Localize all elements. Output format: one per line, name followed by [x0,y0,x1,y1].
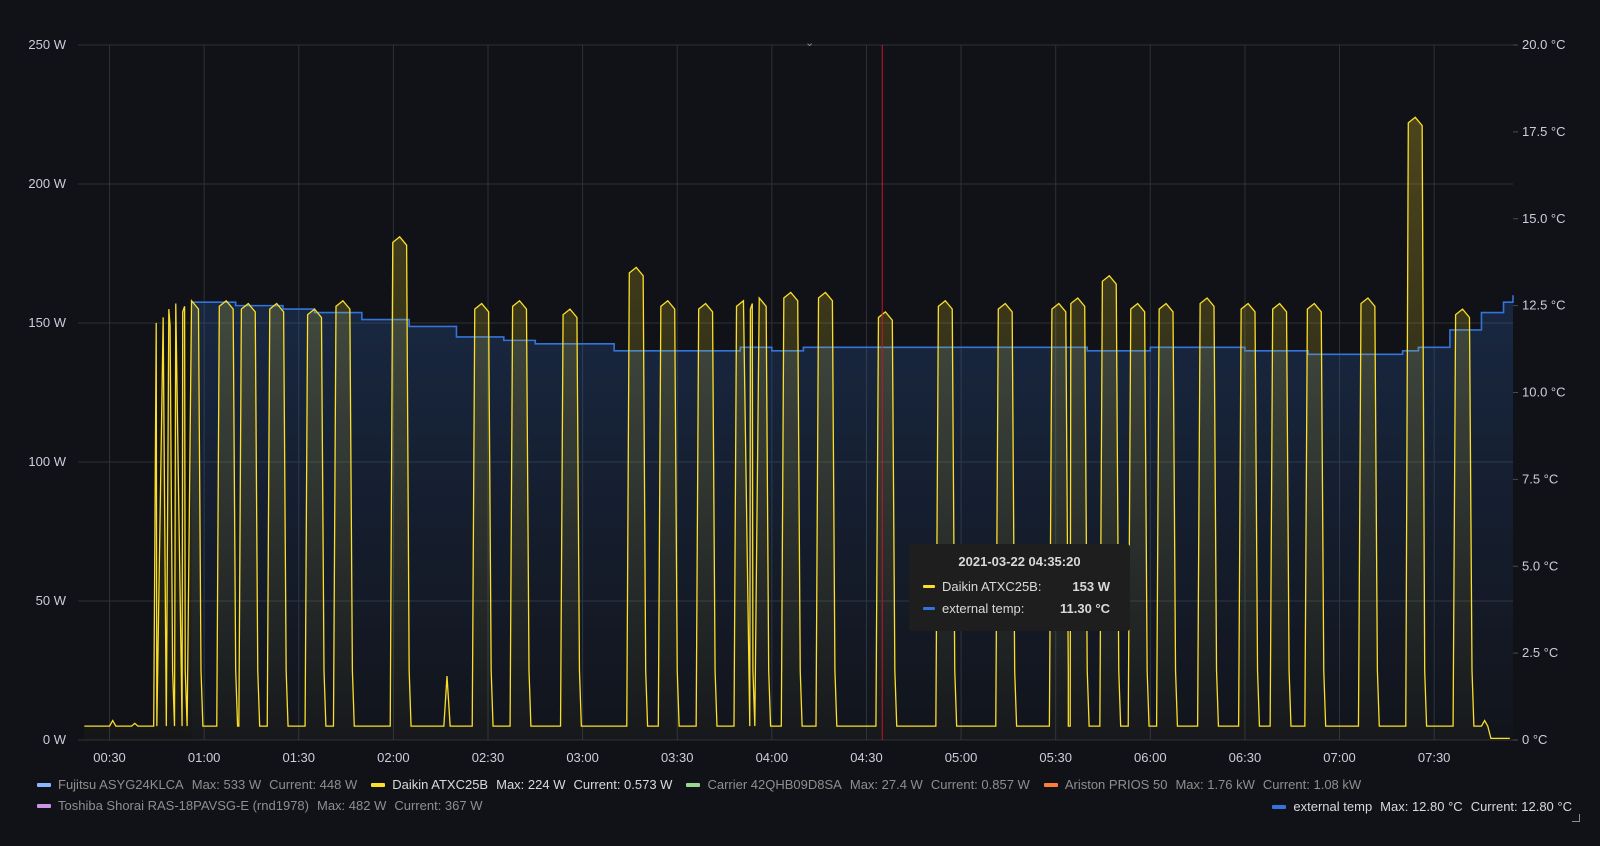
y-left-tick-label: 100 W [28,454,66,469]
tooltip-row: external temp: 11.30 °C [923,600,1120,616]
tooltip-label: external temp: [942,600,1025,616]
tooltip-value: 11.30 °C [1059,600,1110,616]
tooltip-row: Daikin ATXC25B: 153 W [923,578,1120,594]
legend-max: Max: 27.4 W [849,777,923,792]
legend-current: Current: 12.80 °C [1470,799,1572,814]
chevron-down-icon[interactable]: ⌄ [805,37,815,49]
x-tick-label: 05:30 [1039,750,1072,765]
tooltip-time: 2021-03-22 04:35:20 [958,554,1081,569]
x-tick-label: 06:30 [1229,750,1262,765]
legend-current: Current: 448 W [269,777,358,792]
legend-series-name: Carrier 42QHB09D8SA [707,777,842,792]
legend-max: Max: 224 W [496,777,566,792]
plot-series [84,116,1514,740]
legend-current: Current: 367 W [394,798,483,813]
tooltip-swatch-daikin [923,584,935,588]
x-tick-label: 04:00 [756,750,789,765]
y-right-tick-label: 5.0 °C [1522,558,1558,573]
y-right-tick-label: 10.0 °C [1522,385,1566,400]
legend-max: Max: 482 W [316,798,387,813]
y-axis-right: 0 °C 2.5 °C 5.0 °C 7.5 °C 10.0 °C 12.5 °C 15.0… [1513,37,1566,747]
legend-swatch [1272,804,1287,809]
y-left-tick-label: 50 W [36,593,67,608]
x-tick-label: 01:00 [188,750,221,765]
legend-swatch [37,803,51,808]
legend-current: Current: 0.573 W [573,777,673,792]
legend-item-daikin[interactable]: Daikin ATXC25B Max: 224 W Current: 0.573… [371,777,672,792]
x-tick-label: 02:30 [472,750,505,765]
daikin-area [84,117,1510,740]
x-axis: 00:30 01:00 01:30 02:00 02:30 03:00 03:30 04:00… [93,750,1450,765]
x-tick-label: 04:30 [850,750,883,765]
y-left-tick-label: 200 W [28,176,66,191]
legend-series-name: Toshiba Shorai RAS-18PAVSG-E (rnd1978) [58,798,309,813]
legend-series-name: Fujitsu ASYG24KLCA [58,777,184,792]
legend-swatch [686,782,701,787]
y-right-tick-label: 7.5 °C [1522,471,1558,486]
tooltip: 2021-03-22 04:35:20 Daikin ATXC25B: 153 … [909,544,1130,631]
x-tick-label: 05:00 [945,750,978,765]
legend-max: Max: 12.80 °C [1380,799,1463,814]
y-left-tick-label: 250 W [28,37,66,52]
legend-row-1: Fujitsu ASYG24KLCA Max: 533 W Current: 4… [37,777,1375,792]
tooltip-value: 153 W [1072,578,1110,594]
y-right-tick-label: 12.5 °C [1522,298,1566,313]
legend-item-fujitsu[interactable]: Fujitsu ASYG24KLCA Max: 533 W Current: 4… [37,777,357,792]
legend-series-name: external temp [1293,799,1373,814]
x-tick-label: 02:00 [377,750,410,765]
legend-max: Max: 533 W [191,777,262,792]
x-tick-label: 06:00 [1134,750,1167,765]
legend-right: external temp Max: 12.80 °C Current: 12.… [1272,799,1572,814]
legend-item-ariston[interactable]: Ariston PRIOS 50 Max: 1.76 kW Current: 1… [1043,777,1362,792]
legend-swatch [371,782,386,787]
y-left-tick-label: 0 W [43,732,67,747]
legend-item-toshiba[interactable]: Toshiba Shorai RAS-18PAVSG-E (rnd1978) M… [37,798,483,813]
legend-max: Max: 1.76 kW [1175,777,1255,792]
legend-row-2: Toshiba Shorai RAS-18PAVSG-E (rnd1978) M… [37,798,497,813]
y-right-tick-label: 15.0 °C [1522,211,1566,226]
legend-swatch [1043,782,1058,787]
y-left-tick-label: 150 W [28,315,66,330]
x-tick-label: 03:00 [566,750,599,765]
x-tick-label: 01:30 [282,750,315,765]
y-right-tick-label: 17.5 °C [1522,124,1566,139]
y-right-tick-label: 0 °C [1522,732,1547,747]
legend-current: Current: 0.857 W [930,777,1030,792]
y-right-tick-label: 20.0 °C [1522,37,1566,52]
tooltip-swatch-temp [923,606,935,610]
legend-series-name: Daikin ATXC25B [392,777,489,792]
x-tick-label: 00:30 [93,750,126,765]
legend-item-external-temp[interactable]: external temp Max: 12.80 °C Current: 12.… [1272,799,1572,814]
y-axis-left: 0 W 50 W 100 W 150 W 200 W 250 W [28,37,66,747]
y-right-tick-label: 2.5 °C [1522,645,1558,660]
legend-current: Current: 1.08 kW [1262,777,1362,792]
x-tick-label: 07:00 [1323,750,1356,765]
tooltip-label: Daikin ATXC25B: [942,578,1042,594]
legend-series-name: Ariston PRIOS 50 [1064,777,1168,792]
resize-handle-icon[interactable] [1572,814,1580,822]
x-tick-label: 03:30 [661,750,694,765]
legend-swatch [37,782,51,787]
daikin-line [84,116,1510,740]
legend-item-carrier[interactable]: Carrier 42QHB09D8SA Max: 27.4 W Current:… [686,777,1030,792]
x-tick-label: 07:30 [1418,750,1451,765]
